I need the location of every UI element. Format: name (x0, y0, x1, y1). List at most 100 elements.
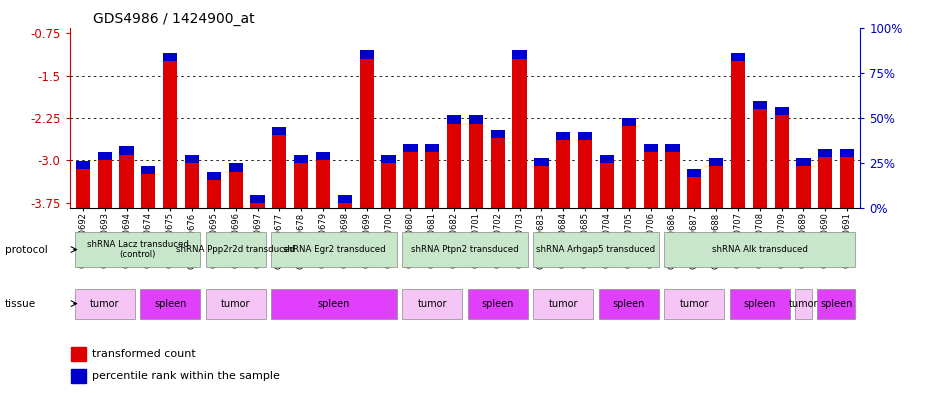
Bar (469, 123, 483, 208)
Bar (775, 107, 789, 115)
Bar (818, 149, 832, 158)
Bar (119, 154, 134, 208)
FancyBboxPatch shape (795, 288, 812, 319)
Bar (229, 163, 243, 172)
Bar (98, 152, 112, 160)
FancyBboxPatch shape (206, 288, 266, 319)
Bar (644, 144, 658, 152)
Bar (600, 163, 614, 208)
Text: protocol: protocol (5, 244, 47, 255)
Text: tumor: tumor (549, 299, 578, 309)
Text: spleen: spleen (820, 299, 853, 309)
Bar (621, 118, 636, 127)
Bar (141, 174, 155, 208)
Bar (512, 59, 526, 208)
Text: shRNA Ppp2r2d transduced: shRNA Ppp2r2d transduced (177, 245, 295, 254)
Text: spleen: spleen (482, 299, 514, 309)
Text: shRNA Lacz transduced
(control): shRNA Lacz transduced (control) (86, 240, 189, 259)
Bar (731, 61, 745, 208)
FancyBboxPatch shape (730, 288, 790, 319)
FancyBboxPatch shape (533, 288, 593, 319)
Text: transformed count: transformed count (92, 349, 195, 359)
Text: spleen: spleen (613, 299, 645, 309)
Bar (272, 135, 286, 208)
FancyBboxPatch shape (533, 232, 658, 267)
Bar (621, 127, 636, 208)
Bar (185, 163, 199, 208)
FancyBboxPatch shape (74, 288, 135, 319)
Bar (72, 369, 86, 383)
Bar (840, 149, 855, 158)
Bar (381, 163, 395, 208)
FancyBboxPatch shape (206, 232, 266, 267)
Text: tumor: tumor (789, 299, 818, 309)
Text: spleen: spleen (318, 299, 351, 309)
Bar (404, 152, 418, 208)
Bar (294, 155, 309, 163)
Bar (316, 152, 330, 160)
Bar (360, 50, 374, 59)
Bar (709, 166, 724, 208)
Bar (731, 53, 745, 61)
Text: shRNA Arhgap5 transduced: shRNA Arhgap5 transduced (537, 245, 656, 254)
Bar (752, 101, 767, 109)
Bar (447, 116, 461, 123)
Bar (98, 160, 112, 208)
FancyBboxPatch shape (664, 288, 724, 319)
Bar (381, 155, 395, 163)
Bar (709, 158, 724, 166)
Bar (512, 50, 526, 59)
Bar (818, 158, 832, 208)
FancyBboxPatch shape (468, 288, 528, 319)
Bar (75, 169, 90, 208)
Bar (578, 140, 592, 208)
FancyBboxPatch shape (402, 232, 528, 267)
Bar (752, 109, 767, 208)
FancyBboxPatch shape (817, 288, 856, 319)
FancyBboxPatch shape (74, 232, 200, 267)
Bar (72, 347, 86, 361)
Bar (404, 144, 418, 152)
Bar (163, 61, 178, 208)
Text: shRNA Ptpn2 transduced: shRNA Ptpn2 transduced (411, 245, 519, 254)
Bar (535, 166, 549, 208)
Bar (294, 163, 309, 208)
Text: tumor: tumor (418, 299, 447, 309)
FancyBboxPatch shape (140, 288, 200, 319)
Bar (556, 132, 570, 141)
Text: tumor: tumor (90, 299, 119, 309)
Bar (687, 169, 701, 177)
Bar (163, 53, 178, 61)
Bar (141, 166, 155, 174)
Text: spleen: spleen (154, 299, 186, 309)
Bar (600, 155, 614, 163)
Text: percentile rank within the sample: percentile rank within the sample (92, 371, 280, 381)
Bar (840, 158, 855, 208)
Bar (491, 130, 505, 138)
FancyBboxPatch shape (272, 232, 397, 267)
FancyBboxPatch shape (599, 288, 658, 319)
Bar (316, 160, 330, 208)
FancyBboxPatch shape (664, 232, 856, 267)
Bar (250, 195, 265, 203)
Bar (491, 138, 505, 208)
Bar (425, 144, 439, 152)
Bar (425, 152, 439, 208)
Bar (556, 140, 570, 208)
Bar (206, 172, 221, 180)
Text: tumor: tumor (680, 299, 709, 309)
Bar (665, 144, 680, 152)
Bar (206, 180, 221, 208)
Bar (469, 116, 483, 123)
Text: shRNA Egr2 transduced: shRNA Egr2 transduced (283, 245, 385, 254)
Bar (796, 158, 811, 166)
Bar (447, 123, 461, 208)
Bar (644, 152, 658, 208)
Bar (338, 203, 352, 208)
Bar (687, 177, 701, 208)
Bar (360, 59, 374, 208)
Text: tumor: tumor (221, 299, 250, 309)
Bar (185, 155, 199, 163)
Bar (796, 166, 811, 208)
Bar (75, 161, 90, 169)
